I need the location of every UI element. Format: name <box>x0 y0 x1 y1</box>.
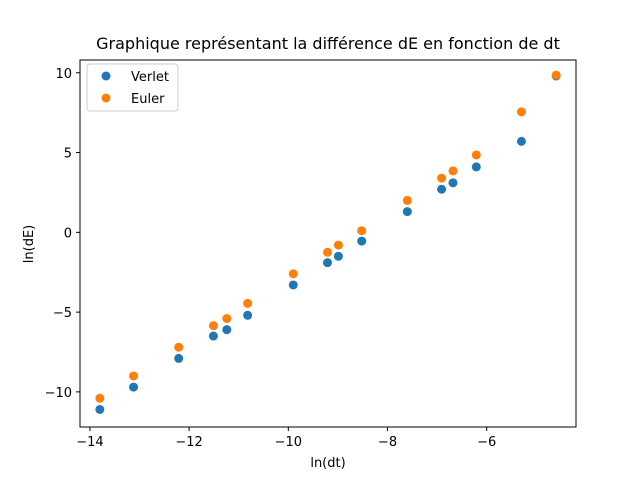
data-point-euler <box>357 226 367 236</box>
plot-frame <box>79 59 577 428</box>
legend-marker-euler <box>101 93 111 103</box>
data-point-euler <box>323 247 333 257</box>
x-axis-ticks: −14 −12 −10 −8 −6 <box>76 427 496 450</box>
y-tick-label: 5 <box>64 147 72 162</box>
x-tick-label: −14 <box>76 435 103 450</box>
data-point-euler <box>516 107 526 117</box>
data-point-verlet <box>243 310 253 320</box>
data-point-euler <box>448 166 458 176</box>
data-point-verlet <box>437 184 447 194</box>
chart-title: Graphique représentant la différence dE … <box>96 34 560 53</box>
legend-label-verlet: Verlet <box>131 70 169 85</box>
data-point-verlet <box>357 236 367 246</box>
data-point-verlet <box>402 207 412 217</box>
data-point-euler <box>174 342 184 352</box>
data-point-euler <box>208 321 218 331</box>
data-point-verlet <box>288 280 298 290</box>
plot-area <box>79 59 577 428</box>
data-point-verlet <box>208 331 218 341</box>
y-axis-ticks: −10 −5 0 5 10 <box>45 67 80 401</box>
legend: Verlet Euler <box>86 63 179 112</box>
data-point-euler <box>402 195 412 205</box>
y-tick-label: −5 <box>53 306 72 321</box>
data-point-verlet <box>129 382 139 392</box>
data-point-verlet <box>95 404 105 414</box>
x-axis-label: ln(dt) <box>310 456 345 471</box>
x-tick-label: −8 <box>378 435 397 450</box>
x-tick-label: −6 <box>477 435 496 450</box>
data-point-verlet <box>448 178 458 188</box>
data-point-verlet <box>471 162 481 172</box>
data-point-euler <box>222 313 232 323</box>
data-point-euler <box>95 393 105 403</box>
data-point-euler <box>551 70 561 80</box>
y-axis-label: ln(dE) <box>22 225 37 263</box>
data-point-verlet <box>516 136 526 146</box>
data-point-euler <box>288 269 298 279</box>
data-point-verlet <box>174 353 184 363</box>
series-verlet <box>95 71 561 414</box>
y-tick-label: −10 <box>45 386 72 401</box>
data-point-verlet <box>222 325 232 335</box>
data-point-euler <box>243 298 253 308</box>
data-point-euler <box>437 173 447 183</box>
y-tick-label: 10 <box>55 67 72 82</box>
data-point-verlet <box>333 251 343 261</box>
data-point-euler <box>129 371 139 381</box>
legend-label-euler: Euler <box>131 92 165 107</box>
data-points <box>95 70 561 414</box>
x-tick-label: −12 <box>175 435 202 450</box>
data-point-verlet <box>323 258 333 268</box>
y-tick-label: 0 <box>64 226 72 241</box>
x-tick-label: −10 <box>275 435 302 450</box>
data-point-euler <box>333 240 343 250</box>
series-euler <box>95 70 561 403</box>
legend-marker-verlet <box>101 71 111 81</box>
data-point-euler <box>471 150 481 160</box>
